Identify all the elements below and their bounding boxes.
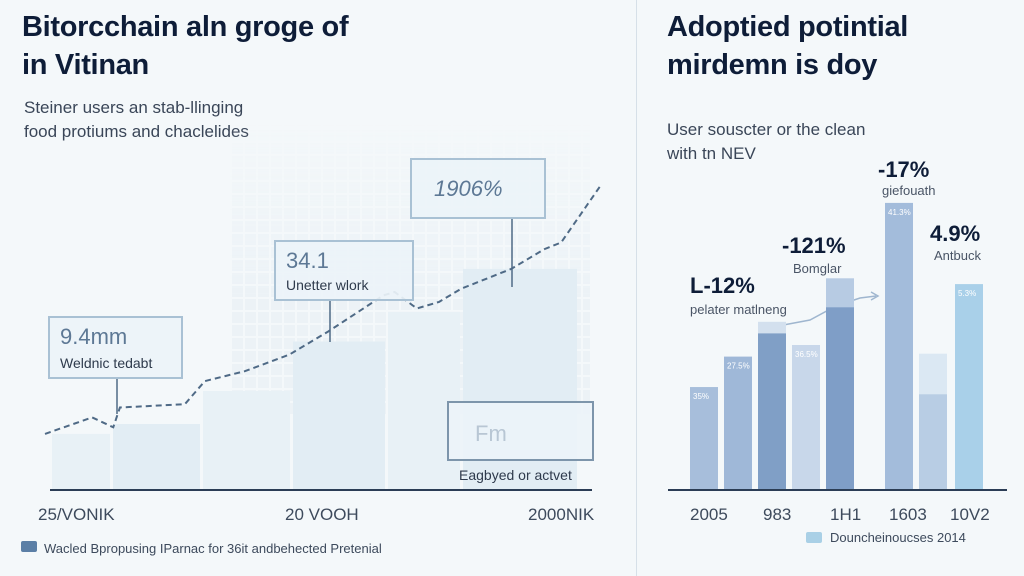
bar	[690, 387, 718, 490]
annotation-label: Antbuck	[934, 248, 981, 263]
x-tick-label: 1H1	[830, 505, 862, 524]
callout-value: 9.4mm	[60, 324, 128, 349]
bar-data-label: 36.5%	[795, 350, 818, 359]
callout-value: Fm	[475, 421, 507, 446]
right-bar-chart: 35% 27.5% 36.5% 41.3% 5.3%	[668, 202, 1007, 491]
x-tick-label: 10V2	[950, 505, 990, 524]
callout-1: 9.4mm Weldnic tedabt	[48, 316, 183, 379]
x-tick-label: 2005	[690, 505, 728, 524]
dashed-series-line	[44, 185, 601, 435]
bar-data-label: 35%	[693, 392, 709, 401]
left-title: Bitorcchain aln groge of in Vitinan	[22, 8, 349, 84]
background-step	[113, 424, 200, 490]
callout-label: Unetter wlork	[286, 277, 369, 293]
left-legend-swatch	[21, 541, 37, 552]
left-subtitle-line2: food protiums and chaclelides	[24, 122, 249, 141]
right-subtitle-line1: User souscter or the clean	[667, 120, 866, 139]
bar	[792, 345, 820, 490]
background-step	[203, 391, 290, 490]
annotation-label: pelater matlneng	[690, 302, 787, 317]
callout-4: Fm	[447, 401, 594, 461]
right-subtitle-line2: with tn NEV	[667, 144, 756, 163]
left-subtitle: Steiner users an stab-llinging food prot…	[24, 96, 249, 144]
right-title-line1: Adoptied potintial	[667, 11, 909, 43]
right-subtitle: User souscter or the clean with tn NEV	[667, 118, 865, 166]
bar-data-label: 5.3%	[958, 289, 976, 298]
background-step	[52, 433, 110, 490]
left-title-line1: Bitorcchain aln groge of	[22, 11, 349, 43]
callout-4-label: Eagbyed or actvet	[459, 467, 572, 483]
x-tick-label: 1603	[889, 505, 927, 524]
annotation-label: Bomglar	[793, 261, 842, 276]
callout-value: 34.1	[286, 248, 329, 273]
annotation-value: L-12%	[690, 273, 755, 298]
bar	[758, 333, 786, 490]
bar	[919, 394, 947, 490]
callout-2: 34.1 Unetter wlork	[274, 240, 414, 301]
trend-arrow-head	[870, 291, 880, 301]
right-title: Adoptied potintial mirdemn is doy	[667, 8, 908, 84]
bar	[826, 307, 854, 490]
left-subtitle-line1: Steiner users an stab-llinging	[24, 98, 244, 117]
callout-value: 1906%	[434, 176, 503, 201]
annotation-value: -17%	[878, 157, 930, 182]
annotation-value: 4.9%	[930, 221, 981, 246]
right-legend-swatch	[806, 532, 822, 543]
right-legend-label: Douncheinoucses 2014	[830, 530, 966, 545]
background-step	[293, 341, 385, 490]
left-title-line2: in Vitinan	[22, 49, 149, 81]
bar-data-label: 27.5%	[727, 362, 750, 371]
bar	[724, 356, 752, 490]
callout-label: Weldnic tedabt	[60, 355, 153, 371]
x-tick-label: 20 VOOH	[285, 505, 359, 524]
right-title-line2: mirdemn is doy	[667, 49, 878, 81]
bar	[955, 284, 983, 490]
callout-3: 1906%	[410, 158, 546, 219]
left-legend-label: Wacled Bpropusing IParnac for 36it andbe…	[44, 541, 382, 556]
panel-divider	[636, 0, 637, 576]
bar	[885, 202, 913, 490]
x-tick-label: 25/VONIK	[38, 505, 115, 524]
annotation-value: -121%	[782, 233, 846, 258]
x-tick-label: 2000NIK	[528, 505, 595, 524]
bar-data-label: 41.3%	[888, 208, 911, 217]
annotation-label: giefouath	[882, 183, 936, 198]
x-tick-label: 983	[763, 505, 792, 524]
